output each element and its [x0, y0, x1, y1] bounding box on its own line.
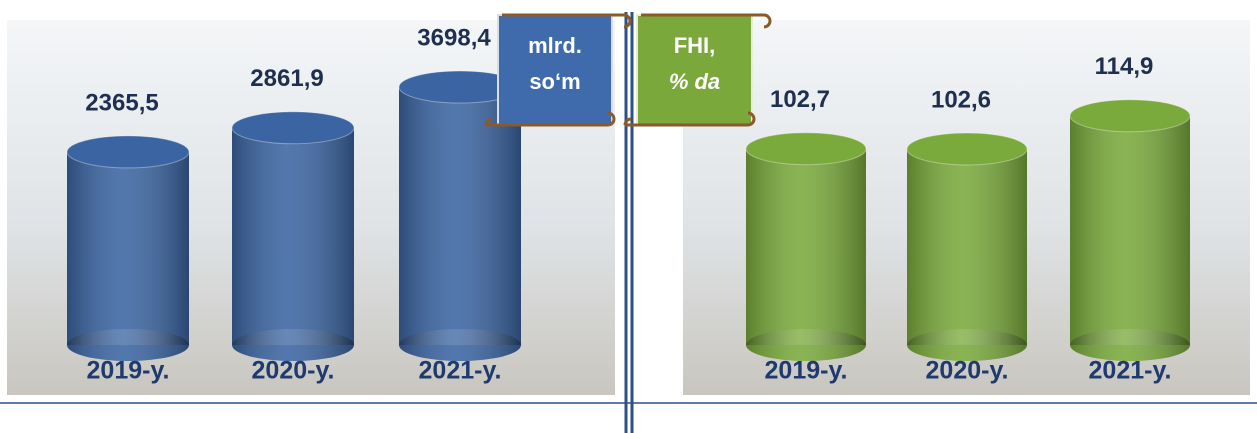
x-tick-label: 2020-y. [252, 357, 335, 385]
x-tick-label: 2019-y. [765, 357, 848, 385]
unit-label: FHI, [674, 33, 716, 58]
bar-shade [232, 128, 354, 345]
value-label: 2861,9 [250, 65, 323, 92]
bar-shade [746, 149, 866, 345]
value-label: 114,9 [1095, 53, 1154, 80]
value-label: 2365,5 [85, 89, 158, 116]
bar [907, 133, 1027, 361]
bar-top [67, 136, 189, 168]
bar [232, 112, 354, 361]
page: 2365,5 2019-y. 2861,9 2020-y. 3698,4 2021-y. m… [0, 0, 1257, 433]
bar [1070, 100, 1190, 361]
value-label: 102,6 [931, 86, 991, 113]
bar-shade [907, 149, 1027, 345]
value-label: 3698,4 [417, 24, 491, 51]
unit-label: % da [669, 69, 720, 94]
bar-top [232, 112, 354, 144]
x-tick-label: 2021-y. [1089, 357, 1172, 385]
unit-label: mlrd. [528, 33, 582, 58]
bar-shade [1070, 116, 1190, 345]
bar-shade [67, 152, 189, 345]
bar-top [746, 133, 866, 165]
x-tick-label: 2021-y. [419, 357, 502, 385]
bar [67, 136, 189, 361]
x-tick-label: 2019-y. [87, 357, 170, 385]
bar [746, 133, 866, 361]
x-tick-label: 2020-y. [926, 357, 1009, 385]
bar-top [1070, 100, 1190, 132]
unit-label: so‘m [529, 69, 580, 94]
value-label: 102,7 [770, 86, 830, 113]
bar-top [907, 133, 1027, 165]
